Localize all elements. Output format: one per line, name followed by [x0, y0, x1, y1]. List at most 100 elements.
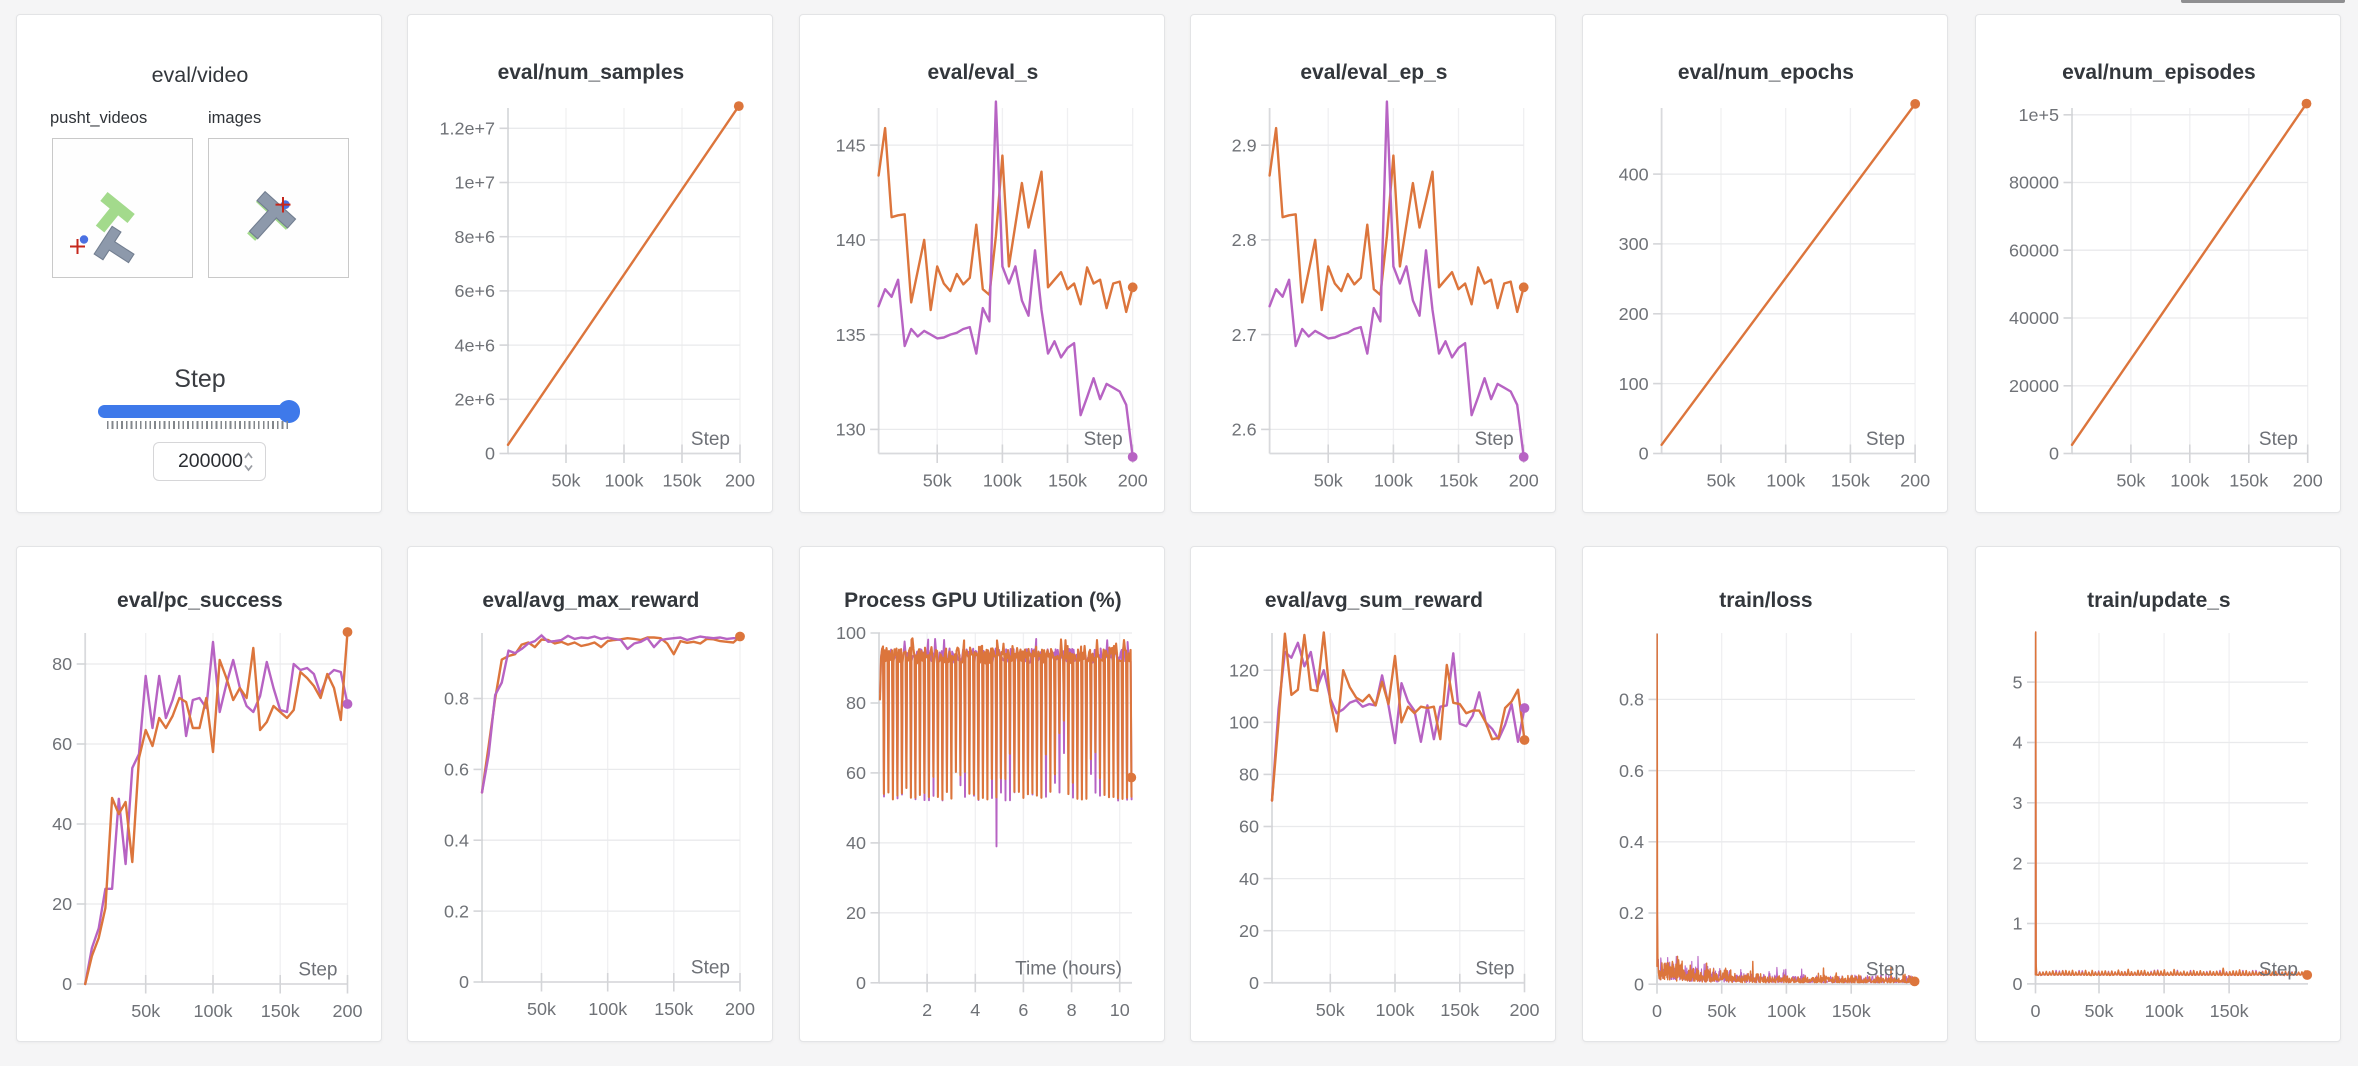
svg-text:100k: 100k: [605, 470, 645, 490]
svg-text:50k: 50k: [1706, 470, 1736, 490]
svg-text:100k: 100k: [1374, 470, 1414, 490]
svg-text:200: 200: [1900, 470, 1930, 490]
svg-text:eval/avg_max_reward: eval/avg_max_reward: [483, 589, 700, 612]
svg-text:0: 0: [1249, 973, 1259, 993]
svg-text:1.2e+7: 1.2e+7: [440, 119, 496, 139]
svg-text:0: 0: [62, 974, 72, 994]
svg-text:100: 100: [1229, 713, 1259, 733]
svg-text:2e+6: 2e+6: [455, 389, 496, 409]
svg-text:Step: Step: [691, 957, 730, 978]
svg-text:Process GPU Utilization (%): Process GPU Utilization (%): [844, 589, 1122, 612]
svg-text:0: 0: [2031, 1001, 2041, 1021]
svg-text:50k: 50k: [1316, 1000, 1346, 1020]
svg-text:0.8: 0.8: [1619, 690, 1644, 710]
svg-text:150k: 150k: [1831, 470, 1871, 490]
svg-text:Time (hours): Time (hours): [1015, 958, 1122, 979]
svg-text:200: 200: [1117, 470, 1147, 490]
svg-text:150k: 150k: [1048, 470, 1088, 490]
svg-text:100: 100: [836, 623, 866, 643]
svg-text:1: 1: [2013, 914, 2023, 934]
svg-text:Step: Step: [1476, 958, 1515, 979]
svg-text:80000: 80000: [2009, 173, 2059, 193]
svg-text:train/update_s: train/update_s: [2087, 589, 2230, 612]
svg-text:eval/num_epochs: eval/num_epochs: [1678, 61, 1854, 84]
svg-text:200: 200: [1509, 470, 1539, 490]
svg-text:20: 20: [52, 894, 72, 914]
svg-text:40: 40: [1239, 869, 1259, 889]
svg-text:0.2: 0.2: [444, 901, 469, 921]
svg-text:150k: 150k: [1439, 470, 1479, 490]
svg-text:0.4: 0.4: [444, 830, 469, 850]
svg-text:eval/pc_success: eval/pc_success: [117, 589, 283, 612]
svg-text:150k: 150k: [655, 999, 695, 1019]
svg-text:200: 200: [725, 470, 755, 490]
svg-text:eval/eval_s: eval/eval_s: [927, 61, 1038, 84]
svg-text:eval/avg_sum_reward: eval/avg_sum_reward: [1265, 589, 1483, 612]
svg-text:100k: 100k: [2145, 1001, 2185, 1021]
svg-text:4: 4: [2013, 733, 2023, 753]
svg-text:eval/num_samples: eval/num_samples: [498, 61, 685, 84]
svg-text:60: 60: [1239, 817, 1259, 837]
svg-text:100k: 100k: [589, 999, 629, 1019]
svg-text:Step: Step: [1083, 429, 1122, 450]
svg-text:40: 40: [846, 833, 866, 853]
svg-text:200: 200: [725, 999, 755, 1019]
svg-text:50k: 50k: [552, 470, 582, 490]
svg-text:Step: Step: [1866, 960, 1905, 981]
svg-text:1e+5: 1e+5: [2019, 105, 2060, 125]
svg-text:100k: 100k: [983, 470, 1023, 490]
svg-text:145: 145: [835, 135, 865, 155]
svg-text:8: 8: [1066, 1000, 1076, 1020]
svg-text:40000: 40000: [2009, 308, 2059, 328]
svg-text:135: 135: [835, 325, 865, 345]
svg-text:60: 60: [846, 763, 866, 783]
svg-text:Step: Step: [691, 429, 730, 450]
svg-text:80: 80: [846, 693, 866, 713]
svg-text:80: 80: [1239, 765, 1259, 785]
svg-text:100: 100: [1618, 374, 1648, 394]
svg-text:0: 0: [2049, 444, 2059, 464]
svg-text:Step: Step: [2259, 959, 2298, 980]
svg-text:0: 0: [459, 972, 469, 992]
svg-text:0: 0: [1652, 1001, 1662, 1021]
svg-text:20: 20: [1239, 921, 1259, 941]
svg-text:0: 0: [1638, 444, 1648, 464]
svg-text:100k: 100k: [1766, 470, 1806, 490]
svg-text:2.7: 2.7: [1232, 325, 1257, 345]
svg-text:150k: 150k: [2210, 1001, 2250, 1021]
svg-text:0: 0: [2013, 974, 2023, 994]
svg-text:50k: 50k: [922, 470, 952, 490]
svg-text:0: 0: [856, 973, 866, 993]
svg-text:2.8: 2.8: [1232, 230, 1257, 250]
svg-text:Step: Step: [1475, 429, 1514, 450]
svg-text:80: 80: [52, 654, 72, 674]
svg-text:100k: 100k: [193, 1001, 233, 1021]
svg-text:200: 200: [332, 1001, 362, 1021]
svg-text:150k: 150k: [261, 1001, 301, 1021]
svg-text:0.4: 0.4: [1619, 832, 1644, 852]
svg-text:0: 0: [485, 444, 495, 464]
svg-text:20: 20: [846, 903, 866, 923]
svg-text:2: 2: [922, 1000, 932, 1020]
svg-text:100k: 100k: [1376, 1000, 1416, 1020]
svg-text:150k: 150k: [1831, 1001, 1871, 1021]
svg-text:train/loss: train/loss: [1719, 589, 1812, 612]
svg-text:100k: 100k: [2170, 470, 2210, 490]
svg-text:60000: 60000: [2009, 240, 2059, 260]
svg-text:100k: 100k: [1767, 1001, 1807, 1021]
svg-text:1e+7: 1e+7: [455, 173, 496, 193]
svg-text:0.6: 0.6: [444, 760, 469, 780]
svg-text:8e+6: 8e+6: [455, 227, 496, 247]
svg-text:5: 5: [2013, 672, 2023, 692]
svg-text:50k: 50k: [131, 1001, 161, 1021]
svg-text:50k: 50k: [527, 999, 557, 1019]
svg-text:150k: 150k: [663, 470, 703, 490]
svg-text:Step: Step: [298, 959, 337, 980]
svg-text:eval/eval_ep_s: eval/eval_ep_s: [1301, 61, 1448, 84]
svg-text:3: 3: [2013, 793, 2023, 813]
svg-text:120: 120: [1229, 660, 1259, 680]
svg-text:0.2: 0.2: [1619, 903, 1644, 923]
svg-text:50k: 50k: [1707, 1001, 1737, 1021]
svg-text:20000: 20000: [2009, 376, 2059, 396]
svg-text:2: 2: [2013, 853, 2023, 873]
